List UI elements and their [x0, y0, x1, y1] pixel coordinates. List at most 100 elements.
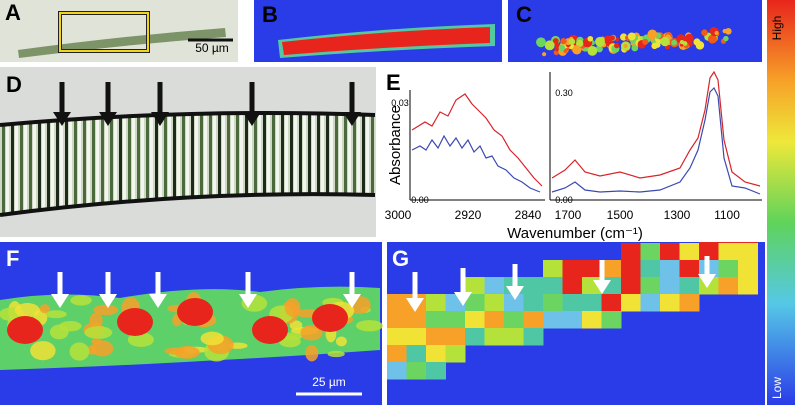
- cell-interior: [330, 112, 333, 215]
- map-pixel: [609, 35, 615, 41]
- cell-interior: [123, 112, 126, 215]
- map-pixel: [627, 32, 636, 41]
- cell-wall: [245, 112, 248, 215]
- map-pixel: [601, 311, 622, 329]
- y-tick-label: 0.00: [411, 195, 429, 205]
- cell-wall: [83, 112, 86, 215]
- cell-wall: [263, 112, 266, 215]
- map-pixel: [504, 294, 524, 312]
- spectra: [409, 70, 762, 201]
- map-pixel: [523, 277, 544, 295]
- arrow-head: [51, 294, 69, 308]
- cell-interior: [42, 112, 45, 215]
- cell-interior: [267, 112, 270, 215]
- cell-wall: [254, 112, 257, 215]
- map-pixel: [647, 29, 658, 40]
- y-axis-label: Absorbance: [387, 105, 404, 185]
- map-pixel: [660, 243, 680, 261]
- map-pixel: [543, 260, 563, 278]
- map-pixel: [623, 43, 628, 49]
- map-pixel: [587, 35, 594, 42]
- cell-interior: [96, 112, 99, 215]
- x-tick-label: 1300: [664, 208, 691, 222]
- arrow-head: [99, 294, 117, 308]
- map-pixel: [426, 294, 446, 312]
- panel-label: A: [5, 0, 21, 25]
- panel-label: G: [392, 246, 409, 271]
- map-blob: [70, 295, 92, 306]
- map-pixel: [426, 362, 446, 380]
- cell-wall: [101, 112, 104, 215]
- map-pixel: [631, 44, 639, 52]
- cell-interior: [150, 112, 153, 215]
- arrows: [53, 82, 361, 126]
- map-pixel: [660, 294, 680, 312]
- map-pixel: [484, 294, 505, 312]
- arrow-head: [593, 280, 611, 294]
- cell-interior: [249, 112, 252, 215]
- y-tick-label: 0.30: [555, 88, 573, 98]
- spectrum-blue: [411, 134, 541, 193]
- map-pixel: [387, 311, 407, 329]
- panel-label: C: [516, 2, 532, 27]
- map-pixel: [621, 277, 641, 295]
- cell-wall: [290, 112, 293, 215]
- map-pixel: [738, 277, 758, 295]
- cell-wall: [119, 112, 122, 215]
- cell-interior: [204, 112, 207, 215]
- map-pixel: [543, 311, 563, 329]
- map-pixel: [621, 260, 641, 278]
- spectrum-red: [411, 93, 543, 187]
- map-pixel: [621, 243, 641, 261]
- cell-wall: [299, 112, 302, 215]
- map-blob: [164, 347, 186, 355]
- cell-wall: [20, 112, 23, 215]
- map-pixel: [685, 33, 694, 43]
- filament-edge: [0, 110, 376, 127]
- map-pixel: [601, 260, 622, 278]
- map-pixel: [523, 311, 544, 329]
- map-pixel: [679, 243, 700, 261]
- cell-interior: [60, 112, 63, 215]
- map-blob: [117, 308, 153, 336]
- map-blob: [89, 312, 103, 329]
- x-tick-label: 3000: [385, 208, 412, 222]
- cell-interior: [222, 112, 225, 215]
- map-pixel: [465, 328, 485, 346]
- cell-wall: [164, 112, 167, 215]
- cell-wall: [182, 112, 185, 215]
- map-pixel: [544, 40, 555, 51]
- map-pixel: [562, 294, 583, 312]
- map-pixel: [563, 48, 568, 53]
- map-pixel: [738, 242, 758, 244]
- map-blob: [30, 341, 56, 361]
- cell-wall: [308, 112, 311, 215]
- cell-interior: [114, 112, 117, 215]
- cell-wall: [92, 112, 95, 215]
- map-blob: [84, 326, 113, 340]
- colorbar-low: Low: [770, 377, 784, 399]
- map-c: [536, 27, 732, 57]
- arrow-head: [343, 294, 361, 308]
- x-tick-label: 1700: [555, 208, 582, 222]
- map-blob: [300, 325, 323, 341]
- cell-wall: [47, 112, 50, 215]
- map-pixel: [738, 243, 758, 261]
- map-pixel: [640, 294, 661, 312]
- arrows: [51, 272, 361, 308]
- map-pixel: [718, 260, 739, 278]
- cell-interior: [240, 112, 243, 215]
- map-pixel: [562, 277, 583, 295]
- map-pixel: [660, 277, 680, 295]
- map-pixel: [621, 294, 641, 312]
- roi-box: [59, 12, 149, 52]
- map-blob: [284, 298, 301, 317]
- map-pixel: [552, 38, 559, 44]
- map-pixel: [595, 36, 605, 47]
- map-pixel: [465, 294, 485, 312]
- panel-c-bg: [508, 0, 762, 62]
- map-pixel: [541, 52, 547, 57]
- map-pixel: [406, 311, 427, 329]
- map-pixel: [387, 362, 407, 380]
- cell-interior: [78, 112, 81, 215]
